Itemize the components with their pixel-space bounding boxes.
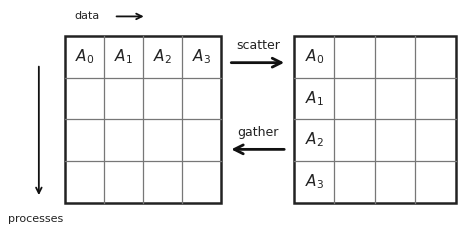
Text: $A_{0}$: $A_{0}$	[74, 48, 94, 66]
Text: scatter: scatter	[236, 39, 280, 52]
Text: $A_{2}$: $A_{2}$	[153, 48, 172, 66]
Bar	[294, 36, 455, 203]
Text: processes: processes	[8, 214, 64, 224]
Text: $A_{1}$: $A_{1}$	[114, 48, 133, 66]
Text: data: data	[74, 11, 99, 22]
Bar	[65, 36, 221, 203]
Text: $A_{3}$: $A_{3}$	[305, 172, 324, 191]
Text: $A_{1}$: $A_{1}$	[305, 89, 324, 108]
Text: $A_{3}$: $A_{3}$	[192, 48, 211, 66]
Text: $A_{2}$: $A_{2}$	[305, 131, 324, 150]
Text: $A_{0}$: $A_{0}$	[305, 48, 324, 66]
Text: gather: gather	[237, 125, 278, 139]
